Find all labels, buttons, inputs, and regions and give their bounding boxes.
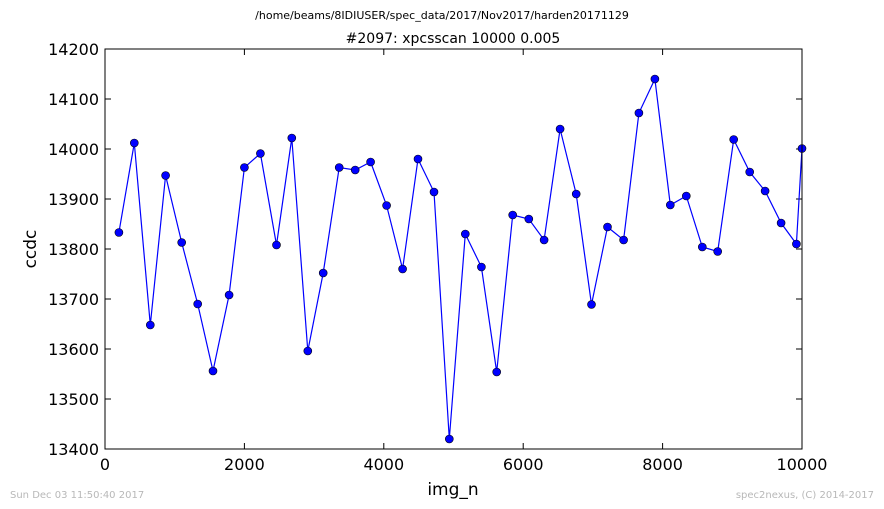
data-point <box>287 133 297 143</box>
data-point <box>508 210 518 220</box>
data-point <box>745 167 755 177</box>
y-tick-label: 13400 <box>48 440 99 459</box>
data-point <box>256 149 265 158</box>
data-point <box>177 238 186 247</box>
data-point <box>161 171 170 180</box>
data-point <box>130 138 139 148</box>
data-point <box>444 434 454 444</box>
x-tick-label: 6000 <box>503 455 544 474</box>
data-point <box>792 239 801 249</box>
data-point <box>619 235 628 245</box>
data-point <box>713 247 723 256</box>
x-axis-label: img_n <box>427 480 478 500</box>
x-tick-label: 10000 <box>777 455 828 474</box>
data-point <box>634 108 644 118</box>
data-point <box>697 242 707 252</box>
data-point <box>382 201 391 210</box>
data-point <box>334 163 344 172</box>
y-tick-label: 14100 <box>48 90 99 109</box>
y-tick-label: 14200 <box>48 40 99 59</box>
data-point <box>603 222 612 232</box>
footer-timestamp: Sun Dec 03 11:50:40 2017 <box>10 490 144 501</box>
data-point <box>776 218 786 228</box>
data-point <box>681 191 691 201</box>
x-tick-label: 4000 <box>363 455 404 474</box>
data-point <box>146 320 155 330</box>
data-point <box>350 165 360 175</box>
plot-frame <box>104 48 803 450</box>
y-tick-label: 13800 <box>48 240 99 259</box>
data-point <box>571 189 581 199</box>
data-point <box>398 264 407 274</box>
data-point <box>224 290 234 300</box>
chart-title: #2097: xpcsscan 10000 0.005 <box>346 31 561 47</box>
data-point <box>208 366 218 376</box>
y-tick-label: 13900 <box>48 190 99 209</box>
data-point <box>492 367 502 377</box>
data-point <box>413 154 423 164</box>
x-tick-label: 0 <box>100 455 110 474</box>
series-markers <box>114 74 807 444</box>
y-axis-tick-labels: 13400 13500 13600 13700 13800 13900 14000 14100… <box>48 40 99 459</box>
data-point <box>318 268 328 278</box>
data-point <box>477 262 486 272</box>
data-point <box>650 74 660 84</box>
data-point <box>193 299 202 309</box>
figure-suptitle: /home/beams/8IDIUSER/spec_data/2017/Nov2… <box>255 9 629 22</box>
x-axis-tick-labels: 0 2000 4000 6000 8000 10000 <box>100 455 828 474</box>
data-point <box>665 200 675 210</box>
data-point <box>240 163 249 172</box>
data-point <box>429 187 439 197</box>
y-axis-label: ccdc <box>21 230 41 269</box>
data-point <box>760 186 770 196</box>
data-point <box>587 300 596 309</box>
y-tick-label: 13600 <box>48 340 99 359</box>
x-tick-label: 2000 <box>224 455 265 474</box>
y-tick-label: 13700 <box>48 290 99 309</box>
y-tick-label: 13500 <box>48 390 99 409</box>
data-point <box>272 240 281 250</box>
data-point <box>539 235 549 245</box>
x-tick-label: 8000 <box>642 455 683 474</box>
footer-credit: spec2nexus, (C) 2014-2017 <box>736 490 874 501</box>
data-point <box>303 346 313 356</box>
data-point <box>366 157 375 167</box>
data-point <box>729 135 739 144</box>
data-point <box>555 124 565 134</box>
data-point <box>524 214 534 224</box>
y-tick-label: 14000 <box>48 140 99 159</box>
data-point <box>460 229 470 239</box>
data-point <box>114 228 124 237</box>
